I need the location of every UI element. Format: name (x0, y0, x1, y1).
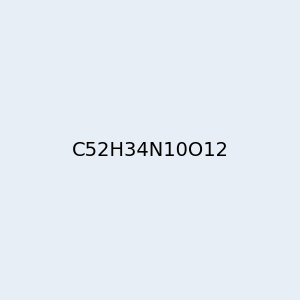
Text: C52H34N10O12: C52H34N10O12 (71, 140, 229, 160)
